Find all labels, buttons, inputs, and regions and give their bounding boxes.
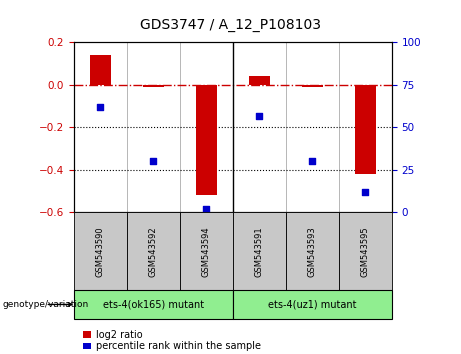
Bar	[83, 331, 91, 338]
Bar	[74, 212, 127, 290]
Point	[149, 159, 157, 164]
Text: GSM543590: GSM543590	[96, 226, 105, 277]
Bar	[195, 85, 217, 195]
Bar	[355, 85, 376, 174]
Bar	[89, 55, 111, 85]
Bar	[286, 212, 339, 290]
Bar	[180, 212, 233, 290]
Point	[361, 189, 369, 195]
Text: GDS3747 / A_12_P108103: GDS3747 / A_12_P108103	[140, 18, 321, 32]
Text: GSM543594: GSM543594	[202, 226, 211, 277]
Point	[308, 159, 316, 164]
Point	[202, 206, 210, 212]
Text: log2 ratio: log2 ratio	[96, 330, 142, 339]
Point	[255, 113, 263, 118]
Text: ets-4(uz1) mutant: ets-4(uz1) mutant	[268, 299, 356, 309]
Bar	[248, 76, 270, 85]
Text: GSM543595: GSM543595	[361, 226, 370, 277]
Bar	[127, 212, 180, 290]
Bar	[74, 290, 233, 319]
Point	[96, 104, 104, 110]
Bar	[233, 290, 392, 319]
Text: percentile rank within the sample: percentile rank within the sample	[96, 341, 261, 351]
Text: GSM543592: GSM543592	[149, 226, 158, 277]
Text: GSM543593: GSM543593	[308, 226, 317, 277]
Bar	[142, 85, 164, 87]
Text: GSM543591: GSM543591	[255, 226, 264, 277]
Text: ets-4(ok165) mutant: ets-4(ok165) mutant	[103, 299, 204, 309]
Text: genotype/variation: genotype/variation	[2, 300, 89, 309]
Bar	[339, 212, 392, 290]
Bar	[301, 85, 323, 87]
Bar	[233, 212, 286, 290]
Bar	[83, 343, 91, 349]
